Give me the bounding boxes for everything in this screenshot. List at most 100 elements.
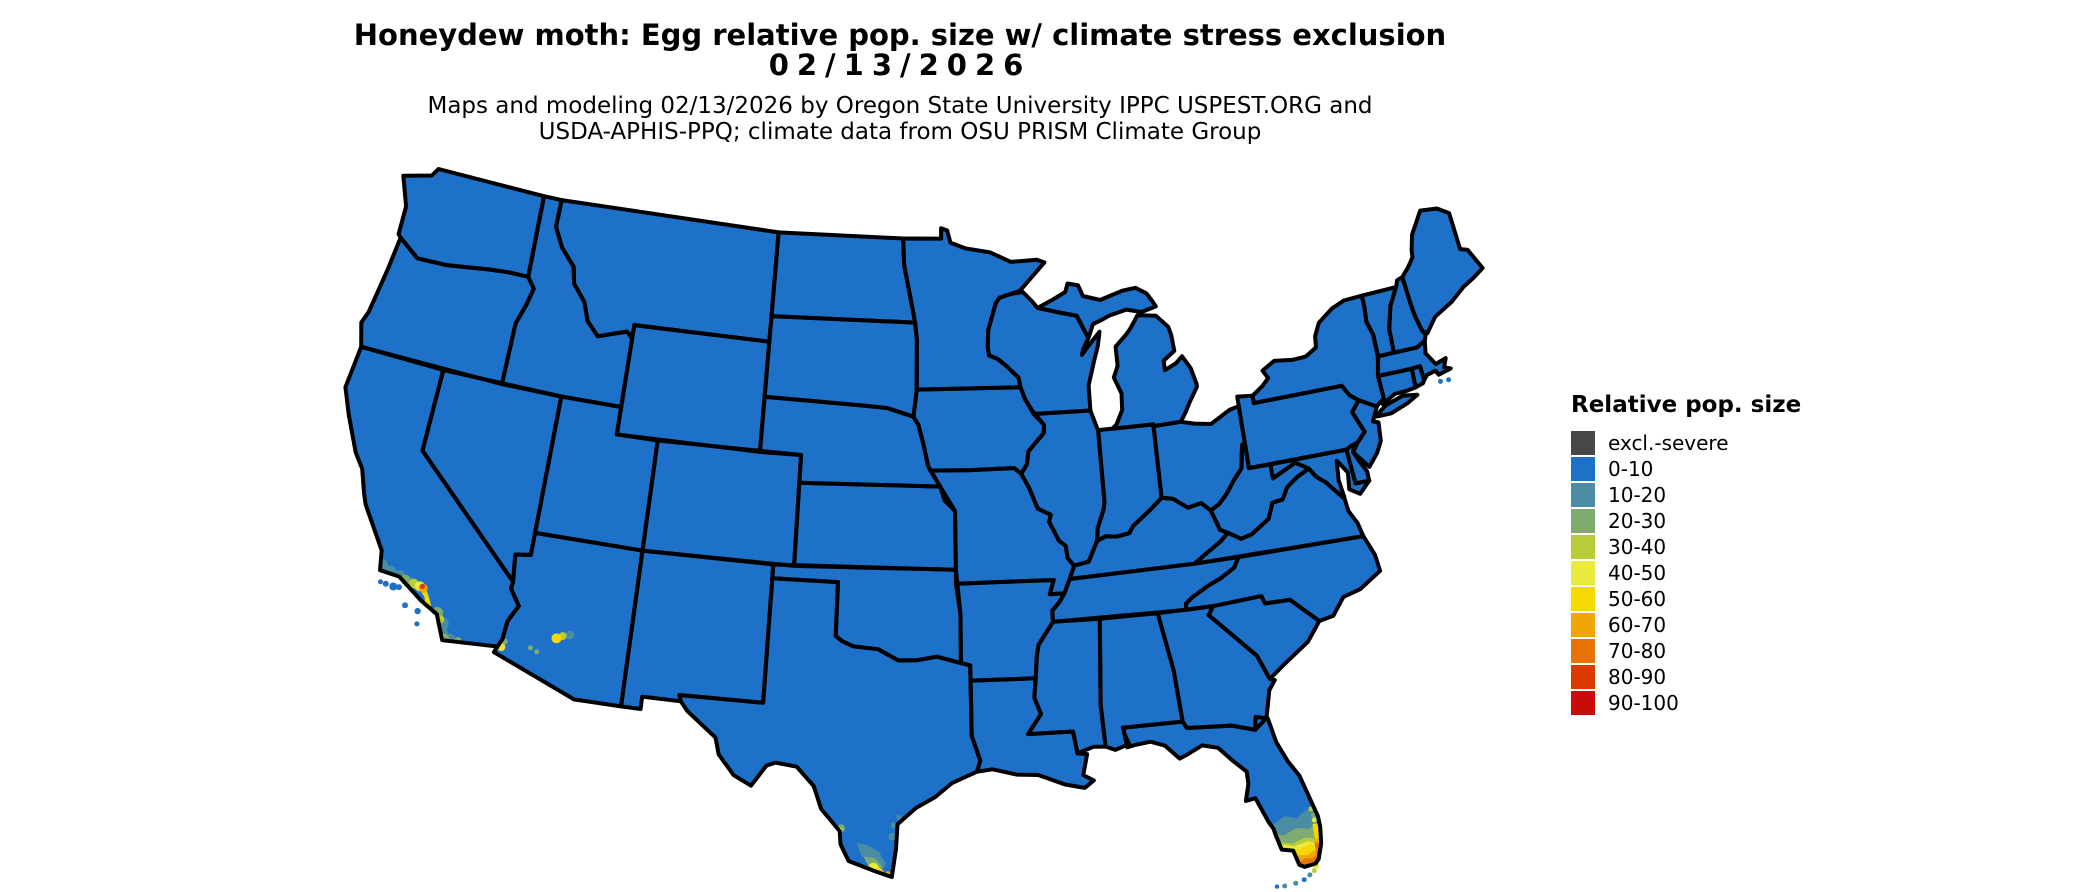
hotspot-dot [551, 633, 562, 644]
state-fill-ms [1028, 618, 1106, 754]
state-fill-mo [930, 468, 1075, 595]
state-fill-wv [1210, 442, 1309, 539]
state-border-li [1374, 392, 1420, 419]
figure-title: Honeydew moth: Egg relative pop. size w/… [353, 18, 1447, 52]
hotspot-dot [1307, 872, 1313, 878]
state-fill-wy [616, 325, 770, 452]
hotspot-dot [396, 584, 402, 591]
state-fill-la [970, 678, 1094, 788]
state-fill-me [1402, 208, 1483, 334]
state-fill-de [1346, 445, 1370, 484]
state-fill-mn [903, 228, 1045, 390]
state-fill-tn [1052, 557, 1239, 622]
legend-item: 90-100 [1571, 691, 1801, 715]
state-border-tx [677, 576, 983, 879]
hotspot-dot [1438, 378, 1443, 384]
legend-label: 0-10 [1608, 457, 1654, 481]
hotspot-dot [419, 583, 425, 589]
state-fill-az [493, 532, 643, 707]
state-border-mi_lp [1110, 313, 1199, 431]
state-fill-nd [771, 232, 916, 323]
legend-label: 60-70 [1608, 613, 1667, 637]
legend-label: excl.-severe [1608, 431, 1729, 455]
state-fill-mi_lp [1112, 315, 1197, 429]
legend-item: 0-10 [1571, 457, 1801, 481]
legend-swatch [1571, 639, 1595, 663]
state-border-nc [1184, 534, 1383, 623]
state-border-fl [1120, 714, 1324, 869]
hotspot-dot [382, 580, 389, 587]
hotspot-dot [890, 822, 897, 829]
legend-label: 50-60 [1608, 587, 1667, 611]
figure-title-date: 02/13/2026 [768, 48, 1032, 82]
legend-swatch [1571, 561, 1595, 585]
hotspot-dot [896, 815, 902, 820]
state-fill-ct [1378, 368, 1416, 405]
state-fill-ks [794, 482, 956, 570]
state-fill-ar [955, 580, 1065, 681]
hotspot-dot [1282, 883, 1288, 889]
state-fill-sd [764, 316, 917, 417]
state-fill-nv [422, 370, 562, 582]
state-fill-pa [1237, 385, 1365, 469]
legend-swatch [1571, 691, 1595, 715]
hotspot-dot [1293, 880, 1299, 886]
state-fill-wi [987, 292, 1100, 414]
legend: Relative pop. size excl.-severe 0-10 10-… [1571, 392, 1801, 717]
state-fill-co [642, 440, 802, 566]
state-fill-sc [1208, 596, 1320, 679]
legend-item: 60-70 [1571, 613, 1801, 637]
legend-item: 20-30 [1571, 509, 1801, 533]
legend-swatch [1571, 535, 1595, 559]
legend-item: 70-80 [1571, 639, 1801, 663]
legend-swatch [1571, 613, 1595, 637]
hotspot-dot [1311, 868, 1317, 874]
legend-title: Relative pop. size [1571, 392, 1802, 418]
state-fill-tx [679, 578, 981, 877]
state-border-mi_up [1035, 281, 1158, 341]
state-fill-va [1194, 468, 1364, 564]
legend-swatch [1571, 587, 1595, 611]
hotspot-dot [378, 579, 383, 585]
legend-swatch [1571, 431, 1595, 455]
state-borders [343, 167, 1485, 879]
state-fill-vt [1361, 287, 1396, 357]
state-fill-ga [1157, 606, 1275, 730]
figure-header: Honeydew moth: Egg relative pop. size w/… [290, 20, 1510, 145]
state-fill-il [1021, 410, 1105, 566]
state-fill-wa [398, 169, 544, 277]
state-fill-or [361, 237, 534, 385]
legend-item: 80-90 [1571, 665, 1801, 689]
state-fill-ny [1252, 295, 1384, 407]
hotspot-dot [1446, 377, 1452, 383]
legend-item: 10-20 [1571, 483, 1801, 507]
state-border-nj [1350, 398, 1383, 469]
state-fill-mt [556, 200, 779, 342]
legend-label: 80-90 [1608, 665, 1667, 689]
state-fill-oh [1153, 406, 1245, 511]
state-fill-fl [1122, 716, 1322, 867]
legend-label: 70-80 [1608, 639, 1667, 663]
state-fill-li [1376, 394, 1418, 417]
hotspot-dot [527, 645, 533, 651]
legend-label: 40-50 [1608, 561, 1667, 585]
figure-subtitle-line2: USDA-APHIS-PPQ; climate data from OSU PR… [538, 119, 1262, 145]
legend-swatch [1571, 483, 1595, 507]
legend-swatch [1571, 665, 1595, 689]
legend-label: 90-100 [1608, 691, 1679, 715]
hotspot-dot [565, 630, 575, 640]
hotspot-dot [888, 832, 897, 841]
hotspot-dot [389, 582, 398, 591]
legend-item: 30-40 [1571, 535, 1801, 559]
state-fill-ne [759, 396, 941, 487]
figure-subtitle-line1: Maps and modeling 02/13/2026 by Oregon S… [427, 93, 1373, 119]
state-border-me [1400, 206, 1485, 336]
state-fill-nh [1389, 277, 1426, 353]
state-fill-ok [772, 564, 961, 664]
state-fill-ut [535, 396, 658, 551]
hotspot-dot [1274, 884, 1280, 889]
state-fills [345, 169, 1483, 877]
hotspot-dot [414, 607, 421, 615]
state-fill-nm [621, 550, 774, 709]
